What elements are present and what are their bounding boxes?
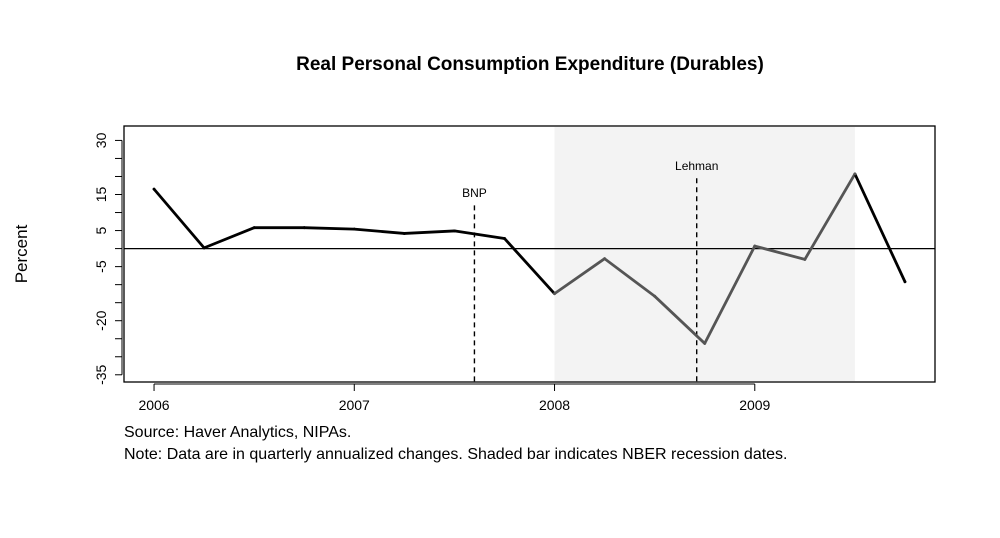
x-tick-label: 2009 [739, 397, 770, 413]
series-point [903, 280, 907, 284]
series-point [202, 246, 206, 250]
series-segment [753, 244, 807, 261]
y-tick-label: -5 [93, 260, 109, 273]
series-point [603, 257, 606, 261]
series-point [653, 294, 657, 298]
y-tick-label: -35 [93, 364, 109, 384]
y-tick-label: -20 [93, 310, 109, 330]
series-segment [302, 226, 356, 231]
series-segment [503, 237, 556, 296]
series-segment [402, 229, 456, 235]
series-segment [453, 229, 506, 240]
series-point [252, 226, 256, 230]
annotation-label-lehman: Lehman [675, 159, 718, 173]
series-segment [703, 244, 757, 345]
series-segment [553, 257, 606, 296]
series-point [152, 187, 156, 191]
series-segment [202, 226, 256, 250]
data-note: Note: Data are in quarterly annualized c… [124, 446, 788, 463]
series-segment [803, 172, 857, 261]
chart-title: Real Personal Consumption Expenditure (D… [296, 54, 764, 75]
series-point [503, 237, 506, 240]
recession-shading-layer [554, 127, 855, 381]
source-note: Source: Haver Analytics, NIPAs. [124, 424, 351, 441]
plot-frame [123, 125, 936, 383]
series-point [803, 258, 807, 261]
series-segment [603, 257, 657, 298]
y-axis: 30 15 5 -5 -20 -35 [93, 132, 123, 385]
series-segment [853, 172, 907, 284]
y-tick-label: 30 [93, 132, 109, 148]
y-axis-label: Percent [12, 224, 31, 283]
series-point [853, 172, 857, 176]
series-point [753, 244, 757, 248]
series-point [553, 292, 556, 296]
x-tick-label: 2007 [339, 397, 370, 413]
y-tick-label: 5 [93, 226, 109, 234]
series-point [402, 232, 406, 235]
x-axis: 2006 2007 2008 2009 [138, 383, 771, 413]
series-point [703, 342, 707, 345]
x-tick-label: 2008 [539, 397, 570, 413]
x-tick-label: 2006 [138, 397, 169, 413]
series-point [302, 226, 306, 230]
series-segment [352, 227, 406, 235]
annotation-label-bnp: BNP [462, 186, 487, 200]
series-segment [653, 294, 707, 345]
recession-shading [554, 127, 855, 381]
y-tick-label: 15 [93, 187, 109, 203]
series-segment [152, 187, 206, 250]
series-layer [152, 172, 907, 345]
series-point [453, 229, 456, 233]
series-point [352, 227, 356, 231]
